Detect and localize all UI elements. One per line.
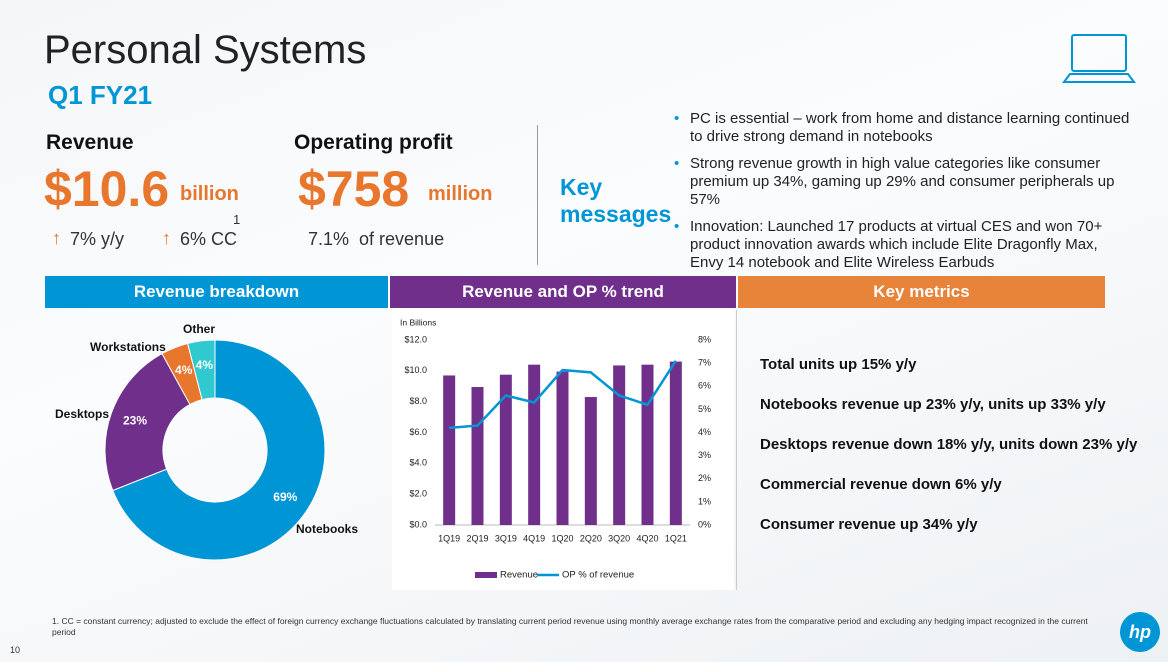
title: Personal Systems <box>44 28 367 72</box>
y2-tick-label: 0% <box>698 519 711 529</box>
y2-tick-label: 8% <box>698 334 711 344</box>
growth: 6% CC <box>180 229 238 249</box>
metric: Consumer revenue up 34% y/y <box>760 516 978 533</box>
value-label: 69% <box>273 490 297 504</box>
y-tick-label: $12.0 <box>404 334 427 344</box>
logo: hp <box>1129 622 1151 642</box>
logo-circle <box>1120 612 1160 652</box>
x-tick-label: 3Q20 <box>608 533 630 543</box>
bar <box>499 374 512 525</box>
y2-tick-label: 4% <box>698 427 711 437</box>
x-tick-label: 1Q19 <box>438 533 460 543</box>
divider <box>736 310 737 590</box>
legend-swatch <box>475 572 497 578</box>
growth: 7% y/y <box>70 229 125 249</box>
legend-label: OP % of revenue <box>562 570 634 581</box>
bar <box>613 365 626 525</box>
laptop-icon <box>1062 34 1136 83</box>
y2-tick-label: 6% <box>698 381 711 391</box>
bar <box>443 375 456 525</box>
key-messages-title: Key <box>560 174 603 200</box>
y2-tick-label: 3% <box>698 450 711 460</box>
bullet: PC is essential – work from home and dis… <box>674 110 1130 146</box>
x-tick-label: 2Q19 <box>466 533 488 543</box>
line <box>449 360 677 430</box>
metric: Desktops revenue down 18% y/y, units dow… <box>760 436 1138 453</box>
category-label: Workstations <box>90 340 166 354</box>
axis-label: In Billions <box>400 317 436 327</box>
metric: Total units up 15% y/y <box>760 356 917 373</box>
bar <box>556 371 569 525</box>
donut-slice <box>187 339 216 401</box>
bar <box>584 397 597 525</box>
y2-tick-label: 1% <box>698 496 711 506</box>
y-tick-label: $0.0 <box>409 519 427 529</box>
label: Revenue <box>46 131 134 154</box>
label: Operating profit <box>294 131 453 154</box>
metric: Notebooks revenue up 23% y/y, units up 3… <box>760 396 1106 413</box>
bar <box>669 361 682 525</box>
x-tick-label: 1Q20 <box>551 533 573 543</box>
bar <box>641 364 654 525</box>
x-tick-label: 1Q21 <box>665 533 687 543</box>
bullet: Innovation: Launched 17 products at virt… <box>674 218 1130 272</box>
key-messages-title: messages <box>560 201 672 227</box>
y-tick-label: $8.0 <box>409 396 427 406</box>
y2-tick-label: 2% <box>698 473 711 483</box>
y-tick-label: $10.0 <box>404 365 427 375</box>
y2-tick-label: 7% <box>698 358 711 368</box>
section-header: Key metrics <box>738 276 1105 308</box>
bar <box>528 364 541 525</box>
divider <box>537 125 538 265</box>
section-header: Revenue breakdown <box>45 276 388 308</box>
y-tick-label: $2.0 <box>409 489 427 499</box>
section-header: Revenue and OP % trend <box>390 276 736 308</box>
x-tick-label: 4Q19 <box>523 533 545 543</box>
footnote-ref: 1 <box>233 212 241 227</box>
donut-slice <box>104 352 191 492</box>
category-label: Other <box>183 322 215 336</box>
category-label: Desktops <box>55 407 109 421</box>
arrow: ↑ <box>52 228 61 248</box>
margin: 7.1% of revenue <box>308 229 445 249</box>
y-tick-label: $4.0 <box>409 458 427 468</box>
footnote: 1. CC = constant currency; adjusted to e… <box>52 616 1088 637</box>
bullet: Strong revenue growth in high value cate… <box>674 155 1130 209</box>
kpi: $10.6 <box>44 161 170 217</box>
unit: million <box>428 183 493 205</box>
y-tick-label: $6.0 <box>409 427 427 437</box>
x-tick-label: 2Q20 <box>580 533 602 543</box>
value-label: 4% <box>196 358 214 372</box>
page-number: 10 <box>10 645 21 655</box>
x-tick-label: 3Q19 <box>495 533 517 543</box>
subtitle: Q1 FY21 <box>48 80 153 110</box>
bar <box>471 387 484 525</box>
kpi: $758 <box>298 161 410 217</box>
y2-tick-label: 5% <box>698 404 711 414</box>
unit: billion <box>180 183 239 205</box>
donut-slice <box>112 339 326 561</box>
x-tick-label: 4Q20 <box>636 533 658 543</box>
value-label: 4% <box>175 363 193 377</box>
metric: Commercial revenue down 6% y/y <box>760 476 1002 493</box>
value-label: 23% <box>123 413 147 427</box>
arrow: ↑ <box>162 228 171 248</box>
category-label: Notebooks <box>296 522 358 536</box>
legend-label: Revenue <box>500 570 538 581</box>
